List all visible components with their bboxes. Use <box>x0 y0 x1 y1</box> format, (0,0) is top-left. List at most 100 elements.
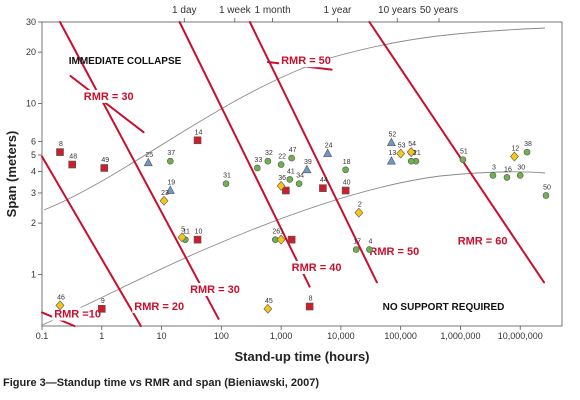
data-point-circle <box>352 246 360 253</box>
data-point-label: 38 <box>524 141 532 148</box>
top-axis-label: 1 day <box>172 5 196 16</box>
data-point-circle <box>503 174 511 181</box>
standup-time-chart: 1 day 1 week 1 month 1 year 10 years 50 years… <box>4 5 563 364</box>
data-point-label: 5 <box>181 226 185 233</box>
rmr-label: RMR = 40 <box>292 262 342 274</box>
data-point-label: 19 <box>167 180 175 187</box>
data-point-label: 12 <box>512 146 520 153</box>
data-point-square <box>319 184 327 192</box>
data-point-circle <box>489 172 497 179</box>
data-point-label: 33 <box>254 157 262 164</box>
x-tick-label: 1,000 <box>270 331 293 341</box>
rmr-line <box>248 21 378 284</box>
data-point-circle <box>222 180 230 187</box>
rmr-line <box>58 21 220 320</box>
y-tick-label: 30 <box>26 17 36 27</box>
data-point-diamond <box>276 234 286 245</box>
data-point-triangle <box>165 185 175 194</box>
data-point-label: 47 <box>289 147 297 154</box>
data-point-label: 14 <box>195 129 203 136</box>
y-tick-label: 3 <box>31 188 36 198</box>
x-tick-label: 1 <box>99 331 104 341</box>
data-point-square <box>282 186 290 195</box>
data-point-label: 52 <box>389 132 397 139</box>
figure-caption: Figure 3—Standup time vs RMR and span (B… <box>3 377 320 389</box>
plot-area <box>41 21 563 327</box>
data-point-label: 32 <box>265 150 273 157</box>
rmr-label: RMR = 20 <box>134 301 184 313</box>
data-point-label: 49 <box>101 157 109 164</box>
data-point-square <box>100 164 109 172</box>
data-point-label: 2 <box>358 202 362 209</box>
data-point-square <box>305 302 314 311</box>
data-point-label: 17 <box>353 239 361 246</box>
region-label: NO SUPPORT REQUIRED <box>383 302 505 313</box>
data-point-triangle <box>143 157 153 167</box>
data-point-label: 34 <box>296 173 304 180</box>
data-point-circle <box>366 246 373 253</box>
rmr-line <box>368 21 546 284</box>
data-point-label: 21 <box>413 150 421 157</box>
y-tick-label: 10 <box>26 99 36 109</box>
data-point-label: 39 <box>304 159 312 166</box>
data-point-triangle <box>386 137 396 147</box>
data-point-label: 23 <box>161 190 169 197</box>
y-tick-label: 5 <box>31 150 36 160</box>
data-point-label: 11 <box>183 229 190 236</box>
data-point-label: 10 <box>195 229 203 236</box>
rmr-label: RMR = 50 <box>281 55 331 67</box>
data-point-diamond <box>55 300 65 311</box>
x-tick-label: 10,000,000 <box>498 331 543 341</box>
data-point-triangle <box>302 164 312 174</box>
data-point-circle <box>342 166 349 174</box>
data-point-label: 1 <box>280 229 284 236</box>
rmr-line <box>69 74 145 134</box>
data-point-label: 45 <box>265 298 273 305</box>
data-point-square <box>341 186 350 195</box>
data-point-square <box>97 305 106 313</box>
x-tick-label: 100,000 <box>384 331 417 341</box>
data-point-label: 25 <box>145 152 153 159</box>
data-point-diamond <box>510 151 519 162</box>
data-point-label: 37 <box>167 150 175 157</box>
data-point-circle <box>166 157 174 165</box>
data-point-label: 4 <box>368 239 372 246</box>
x-tick-label: 10,000 <box>327 331 355 341</box>
y-axis-label: Span (meters) <box>4 131 19 218</box>
data-point-label: 18 <box>343 159 351 166</box>
x-tick-label: 100 <box>214 331 229 341</box>
data-point-square <box>68 160 76 169</box>
data-point-label: 54 <box>408 141 416 148</box>
top-axis-label: 50 years <box>420 5 458 16</box>
top-axis-label: 1 week <box>219 5 252 16</box>
data-point-circle <box>254 164 261 172</box>
rmr-line <box>41 155 142 327</box>
data-point-label: 46 <box>57 294 65 301</box>
data-point-diamond <box>396 148 406 159</box>
data-point-label: 50 <box>543 184 551 191</box>
rmr-label-bg <box>81 89 132 103</box>
rmr-label-bg <box>279 54 330 68</box>
data-point-label: 41 <box>287 168 295 175</box>
data-point-diamond <box>276 180 286 191</box>
x-tick-label: 10 <box>157 331 167 341</box>
data-point-label: 8 <box>309 296 313 303</box>
data-point-circle <box>459 156 467 163</box>
data-point-label: 31 <box>223 173 231 180</box>
data-point-diamond <box>406 147 416 158</box>
data-point-label: 53 <box>398 143 406 150</box>
data-point-label: 24 <box>325 143 333 150</box>
data-point-diamond <box>159 195 169 206</box>
top-axis-label: 10 years <box>378 5 416 16</box>
rmr-label: RMR =10 <box>54 309 101 321</box>
top-axis-label: 1 month <box>255 5 291 16</box>
y-tick-label: 1 <box>31 270 36 280</box>
rmr-label-bg <box>455 234 506 248</box>
x-tick-label: 1,000,000 <box>440 331 480 341</box>
data-point-label: 48 <box>69 154 77 161</box>
rmr-label-bg <box>52 307 103 321</box>
data-point-square <box>287 235 296 244</box>
data-point-triangle <box>386 156 396 165</box>
data-point-circle <box>542 192 550 199</box>
rmr-label-bg <box>367 245 418 259</box>
